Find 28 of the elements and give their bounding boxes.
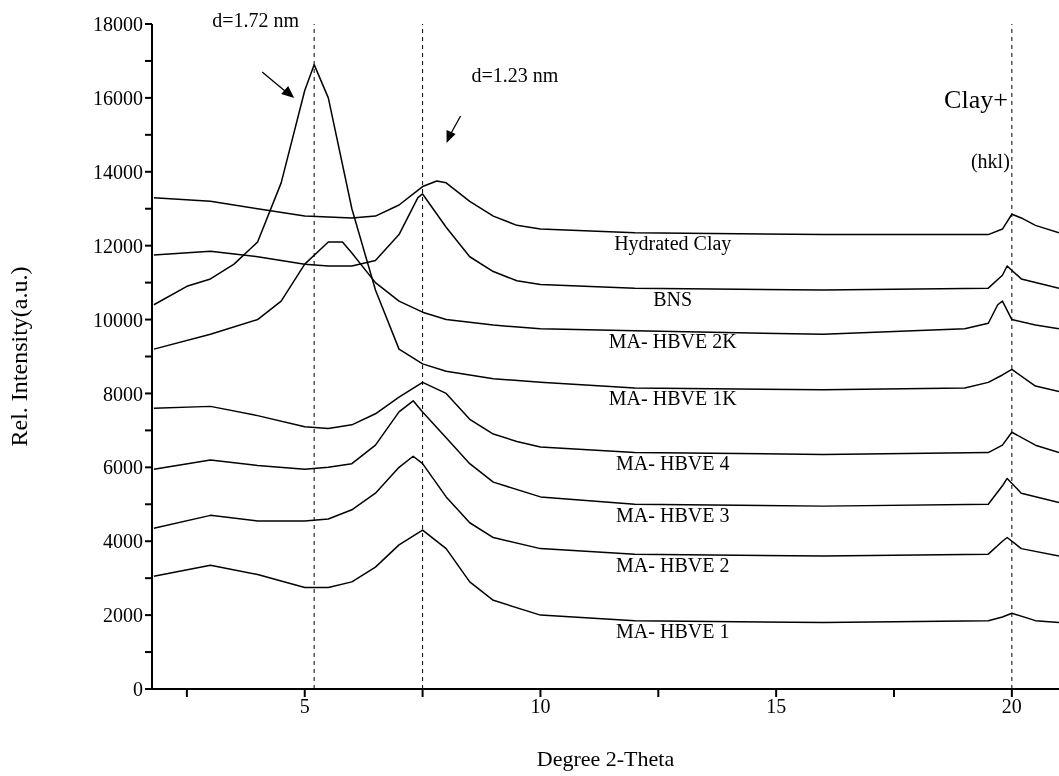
series-label: MA- HBVE 1 bbox=[616, 620, 730, 643]
annotation: (hkl) bbox=[970, 150, 1010, 173]
y-tick-label: 18000 bbox=[93, 13, 143, 36]
series-label: MA- HBVE 1K bbox=[608, 387, 738, 410]
y-tick-label: 2000 bbox=[103, 604, 143, 627]
annotation: d=1.72 nm bbox=[212, 9, 300, 31]
series-label: MA- HBVE 3 bbox=[616, 503, 730, 526]
y-tick-label: 4000 bbox=[103, 530, 143, 553]
y-tick-label: 8000 bbox=[103, 382, 143, 405]
annotation: d=1.23 nm bbox=[471, 64, 559, 86]
x-tick-label: 5 bbox=[299, 695, 310, 718]
y-tick-label: 16000 bbox=[93, 86, 143, 109]
x-tick-label: 15 bbox=[766, 695, 787, 718]
x-tick-label: 20 bbox=[1001, 695, 1022, 718]
series-label: MA- HBVE 2 bbox=[616, 553, 730, 576]
series-label: MA- HBVE 2K bbox=[608, 330, 738, 353]
y-tick-label: 14000 bbox=[93, 160, 143, 183]
annotation: Clay+ bbox=[944, 85, 1008, 114]
y-tick-label: 0 bbox=[133, 678, 143, 701]
y-axis-title: Rel. Intensity(a.u.) bbox=[5, 266, 32, 447]
x-axis-title: Degree 2-Theta bbox=[536, 746, 675, 771]
y-tick-label: 12000 bbox=[93, 234, 143, 257]
y-tick-label: 10000 bbox=[93, 308, 143, 331]
x-tick-label: 10 bbox=[530, 695, 551, 718]
y-tick-label: 6000 bbox=[103, 456, 143, 479]
series-label: Hydrated Clay bbox=[614, 232, 732, 256]
series-label: BNS bbox=[653, 287, 693, 310]
series-label: MA- HBVE 4 bbox=[616, 452, 730, 475]
